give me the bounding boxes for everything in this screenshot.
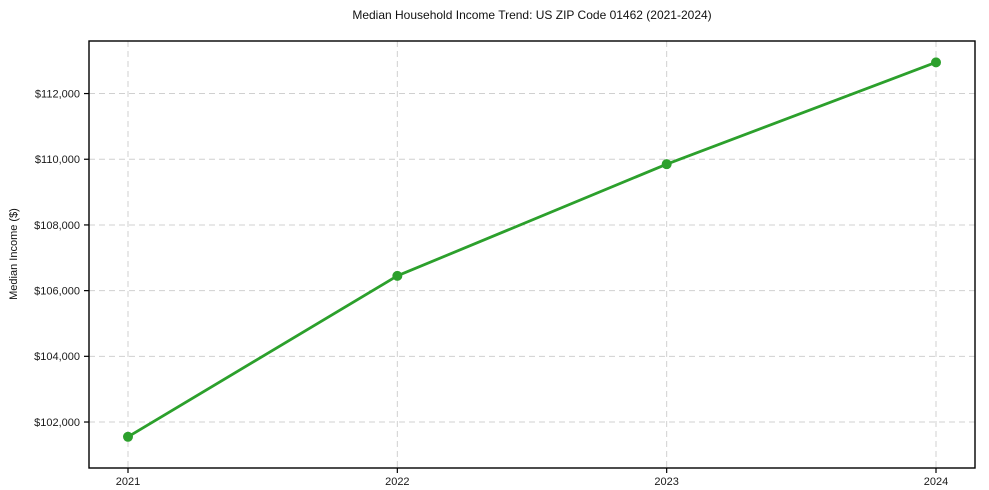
- x-tick-label: 2021: [116, 476, 140, 488]
- data-point-marker: [392, 270, 403, 281]
- x-tick-label: 2022: [385, 476, 409, 488]
- y-tick-label: $110,000: [35, 154, 80, 166]
- x-tick-label: 2024: [924, 476, 948, 488]
- data-point-marker: [931, 57, 941, 68]
- chart-title: Median Household Income Trend: US ZIP Co…: [352, 8, 712, 22]
- x-tick-label: 2023: [654, 476, 678, 488]
- plot-frame: [88, 40, 976, 469]
- y-tick-label: $112,000: [35, 88, 80, 100]
- y-axis-title: Median Income ($): [8, 208, 20, 300]
- y-tick-label: $102,000: [34, 417, 80, 429]
- y-tick-label: $104,000: [34, 351, 80, 363]
- data-point-marker: [661, 159, 672, 170]
- series-line: [126, 60, 938, 439]
- data-point-marker: [123, 431, 133, 442]
- y-tick-label: $108,000: [34, 220, 80, 232]
- y-tick-label: $106,000: [34, 285, 80, 297]
